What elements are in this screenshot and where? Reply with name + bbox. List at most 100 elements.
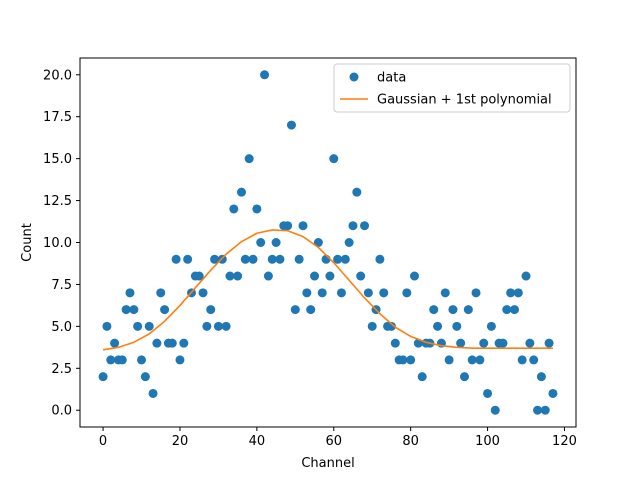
data-point <box>352 187 362 197</box>
data-point <box>433 321 443 331</box>
data-point <box>202 321 212 331</box>
data-point <box>110 338 120 348</box>
data-point <box>486 321 496 331</box>
data-point <box>417 372 427 382</box>
data-point <box>248 254 258 264</box>
data-point <box>325 271 335 281</box>
data-point <box>506 288 516 298</box>
data-point <box>525 338 535 348</box>
data-point <box>171 254 181 264</box>
data-point <box>137 355 147 365</box>
data-point <box>260 70 270 80</box>
data-point <box>179 338 189 348</box>
data-point <box>140 372 150 382</box>
plot-area <box>98 70 558 415</box>
data-point <box>529 355 539 365</box>
data-point <box>356 271 366 281</box>
data-point <box>106 355 116 365</box>
data-point <box>340 254 350 264</box>
x-tick-label: 80 <box>402 434 419 449</box>
data-point <box>456 338 466 348</box>
data-point <box>225 271 235 281</box>
data-point <box>144 321 154 331</box>
data-point <box>183 254 193 264</box>
legend-label: data <box>377 71 406 86</box>
data-point <box>363 288 373 298</box>
legend-label: Gaussian + 1st polynomial <box>377 93 552 108</box>
data-point <box>252 204 262 214</box>
data-point <box>410 271 420 281</box>
data-point <box>344 238 354 247</box>
data-point <box>306 305 316 315</box>
y-tick-label: 20.0 <box>43 68 72 83</box>
data-point <box>471 288 481 298</box>
y-tick-label: 2.5 <box>51 362 72 377</box>
legend-box <box>333 63 571 113</box>
y-axis-label: Count <box>20 223 35 262</box>
data-point <box>229 204 239 214</box>
data-point <box>290 305 300 315</box>
y-tick-label: 15.0 <box>43 152 72 167</box>
data-point <box>152 338 162 348</box>
data-point <box>390 338 400 348</box>
data-point <box>194 271 204 281</box>
data-point <box>448 305 458 315</box>
data-point <box>175 355 185 365</box>
data-point <box>298 221 308 231</box>
data-point <box>475 355 485 365</box>
data-point <box>533 405 543 415</box>
data-point <box>240 254 250 264</box>
data-point <box>513 288 523 298</box>
data-point <box>236 187 246 197</box>
data-point <box>263 271 273 281</box>
data-point <box>271 238 281 247</box>
data-point <box>460 372 469 382</box>
data-point <box>302 288 312 298</box>
data-point <box>148 388 158 398</box>
data-point <box>483 388 493 398</box>
x-tick-label: 100 <box>475 434 500 449</box>
data-point <box>198 288 208 298</box>
data-point <box>440 288 450 298</box>
y-tick-label: 12.5 <box>43 194 72 209</box>
data-point <box>536 372 546 382</box>
data-point <box>98 372 108 382</box>
data-point <box>336 288 346 298</box>
x-tick-label: 40 <box>249 434 266 449</box>
data-point <box>256 238 266 247</box>
fit-line <box>102 229 553 351</box>
data-point <box>286 120 296 130</box>
x-tick-label: 60 <box>325 434 342 449</box>
data-point <box>490 405 500 415</box>
axes: 0 20 40 60 80 100 120 0.0 2.5 5.0 7.5 10.0 12.5 15.0 1… <box>43 57 577 449</box>
data-point <box>156 288 166 298</box>
data-point <box>348 221 358 231</box>
data-point <box>379 288 389 298</box>
legend-marker <box>349 72 359 82</box>
data-point <box>333 254 343 264</box>
x-tick-label: 120 <box>552 434 577 449</box>
data-point <box>375 254 385 264</box>
data-point <box>540 405 550 415</box>
data-point <box>502 305 512 315</box>
data-point <box>129 305 139 315</box>
data-point <box>117 355 127 365</box>
y-tick-label: 0.0 <box>51 404 72 419</box>
data-point <box>213 321 223 331</box>
data-point <box>210 254 220 264</box>
data-point <box>125 288 135 298</box>
data-point <box>329 154 339 164</box>
series-0-points <box>98 70 558 415</box>
y-tick-label: 17.5 <box>43 110 72 125</box>
data-point <box>310 271 320 281</box>
data-point <box>479 338 489 348</box>
data-point <box>206 305 216 315</box>
data-point <box>167 338 177 348</box>
data-point <box>402 288 412 298</box>
data-point <box>498 338 508 348</box>
data-point <box>121 305 131 315</box>
data-point <box>233 271 243 281</box>
data-point <box>521 271 531 281</box>
data-point <box>429 305 439 315</box>
